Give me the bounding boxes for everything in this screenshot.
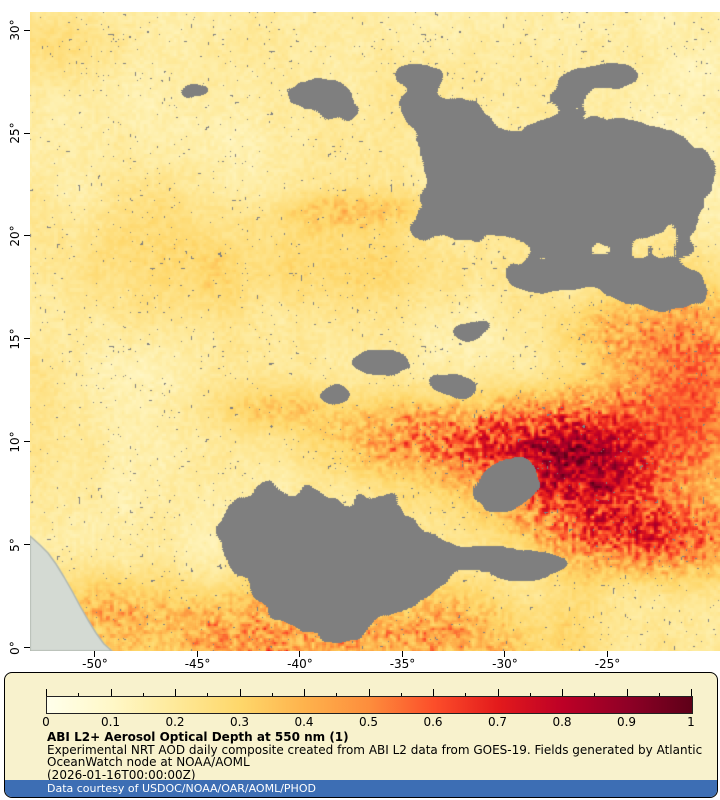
colorbar-tick [465,693,467,696]
lon-tick [504,651,506,657]
lon-tick-label: -30° [492,657,518,671]
colorbar-tick-label: 0.2 [165,715,185,729]
credit-text: Data courtesy of USDOC/NOAA/OAR/AOML/PHO… [47,782,316,795]
lon-tick [197,651,199,657]
lat-tick [24,29,30,31]
colorbar-tick [497,689,499,696]
colorbar-tick-label: 0.9 [616,715,637,729]
lon-tick [402,651,404,657]
colorbar-tick-label: 0.6 [423,715,443,729]
colorbar-tick-label: 0.1 [100,715,121,729]
colorbar-tick [46,689,47,696]
lon-tick [299,651,301,657]
colorbar-tick [400,693,402,696]
colorbar-tick [562,689,563,696]
lat-tick [24,647,30,649]
lat-tick-label: 0° [8,641,22,655]
colorbar-tick-label: 0.3 [229,715,250,729]
colorbar-tick [175,689,176,696]
colorbar-tick [626,689,628,696]
colorbar-tick-label: 0.5 [358,715,379,729]
map-area [30,12,720,651]
lat-tick [24,235,30,237]
lat-tick-label: 15° [8,328,22,350]
colorbar-tick [594,693,596,696]
colorbar-tick [304,689,305,696]
lat-tick-label: 20° [8,225,22,247]
colorbar-tick [368,689,370,696]
lon-tick [94,651,96,657]
colorbar-tick [336,693,338,696]
colorbar-tick-label: 0.8 [552,715,572,729]
colorbar-tick [239,689,241,696]
lon-tick-label: -35° [389,657,416,671]
lat-tick-label: 25° [8,122,22,144]
lat-tick [24,544,30,546]
colorbar-tick [529,693,531,696]
lat-tick-label: 30° [8,19,22,41]
lon-tick-label: -50° [82,657,108,671]
colorbar-tick [207,693,209,696]
lon-tick [607,651,609,657]
lon-tick-label: -25° [594,657,621,671]
lon-tick-label: -45° [184,657,211,671]
legend-timestamp: (2026-01-16T00:00:00Z) [47,768,196,782]
colorbar-tick [658,693,660,696]
colorbar-tick-label: 0 [42,715,50,729]
lat-tick-label: 5° [8,538,22,552]
legend-description-line2: OceanWatch node at NOAA/AOML [47,755,250,769]
colorbar-tick [142,693,144,696]
lat-tick [24,338,30,340]
colorbar-tick [691,689,692,696]
aod-raster-canvas [30,12,720,651]
lon-tick-label: -40° [287,657,313,671]
colorbar-tick [271,693,273,696]
legend-panel: ABI L2+ Aerosol Optical Depth at 550 nm … [4,672,718,798]
credit-bar: Data courtesy of USDOC/NOAA/OAR/AOML/PHO… [5,780,717,797]
legend-description-line1: Experimental NRT AOD daily composite cre… [47,743,703,757]
lat-tick-label: 10° [8,431,22,453]
colorbar-tick-label: 0.4 [294,715,314,729]
lat-tick [24,441,30,443]
colorbar-tick [110,689,112,696]
colorbar-tick-label: 1 [687,715,695,729]
colorbar-tick-label: 0.7 [487,715,508,729]
colorbar-tick [433,689,434,696]
colorbar [46,696,693,714]
legend-title: ABI L2+ Aerosol Optical Depth at 550 nm … [47,730,349,744]
colorbar-tick [78,693,80,696]
lat-tick [24,132,30,134]
